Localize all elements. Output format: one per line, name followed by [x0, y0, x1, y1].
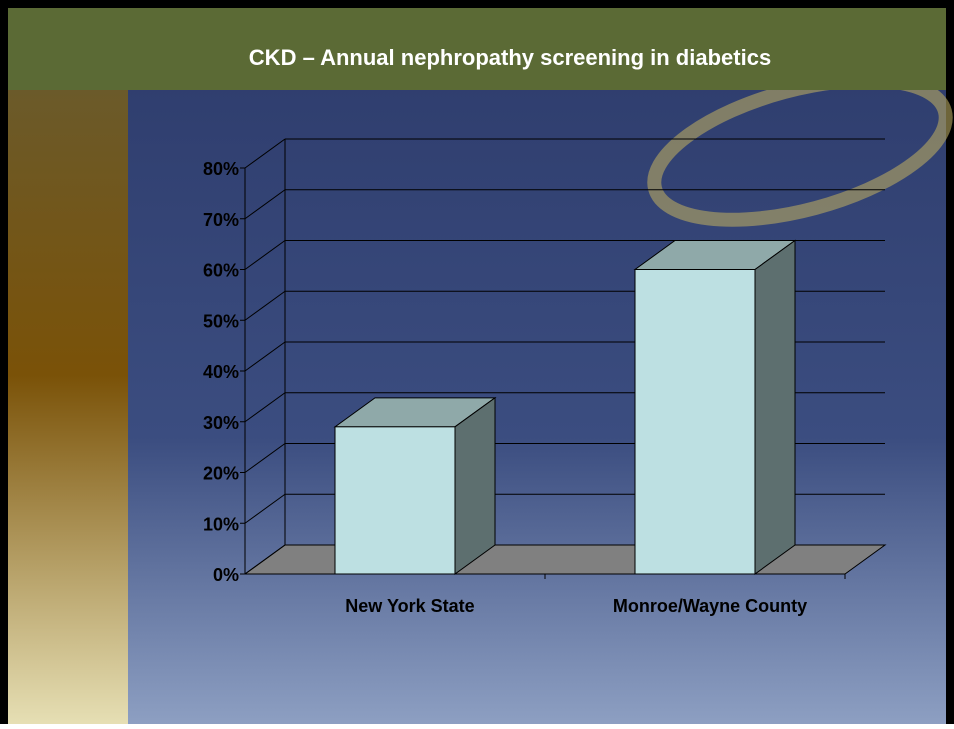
y-tick-label: 50% [203, 311, 239, 331]
slide: CKD – Annual nephropathy screening in di… [0, 0, 954, 724]
y-tick-label: 0% [213, 565, 239, 585]
y-tick-label: 60% [203, 261, 239, 281]
bar-side [455, 398, 495, 574]
y-tick-label: 40% [203, 362, 239, 382]
x-tick-label: New York State [345, 596, 474, 616]
chart-title: CKD – Annual nephropathy screening in di… [249, 45, 771, 70]
side-strip [8, 90, 128, 724]
background [8, 8, 946, 724]
y-tick-label: 80% [203, 159, 239, 179]
bar-side [755, 241, 795, 575]
y-tick-label: 30% [203, 413, 239, 433]
x-tick-label: Monroe/Wayne County [613, 596, 807, 616]
y-tick-label: 20% [203, 464, 239, 484]
y-tick-label: 70% [203, 210, 239, 230]
bar [335, 427, 455, 574]
bar [635, 270, 755, 575]
y-tick-label: 10% [203, 514, 239, 534]
